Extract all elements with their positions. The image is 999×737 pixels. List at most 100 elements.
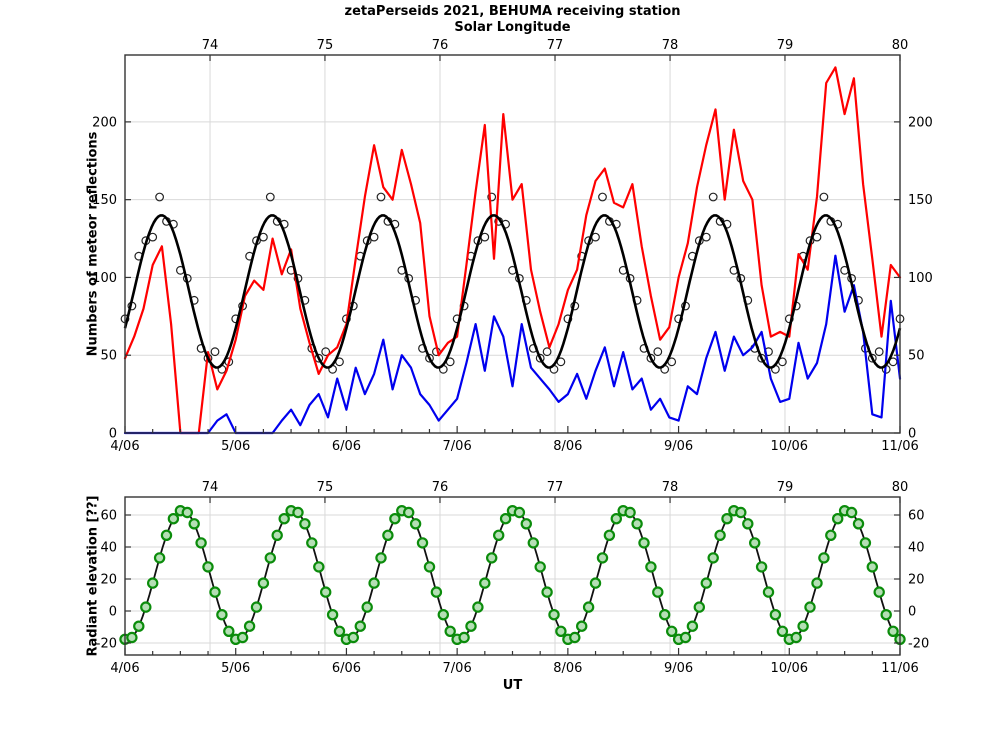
gridlines <box>125 55 900 433</box>
filled-circle <box>735 506 747 519</box>
tick-labels: 4/06 5/06 6/06 7/06 8/06 9/06 10/06 11/06 74 75 76… <box>92 38 933 454</box>
filled-circle <box>209 586 221 598</box>
open-circle <box>535 353 545 363</box>
chart-title: zetaPerseids 2021, BEHUMA receiving stat… <box>344 4 681 19</box>
filled-circle <box>140 601 152 613</box>
open-circle <box>867 353 877 363</box>
filled-circle <box>403 506 415 519</box>
filled-circle <box>569 631 581 644</box>
solar-longitude-tick-label: 79 <box>777 480 794 495</box>
filled-circle <box>742 518 754 530</box>
hourly-counts-open-circles <box>120 192 905 374</box>
filled-circle <box>153 552 166 564</box>
filled-circle <box>520 518 533 530</box>
day-tick-label: 9/06 <box>664 661 693 676</box>
filled-circle <box>243 620 256 632</box>
y-tick-label-right: 20 <box>908 573 925 588</box>
filled-circle <box>790 631 802 644</box>
filled-circle <box>755 561 768 573</box>
day-tick-label: 5/06 <box>221 661 250 676</box>
filled-circle <box>534 561 546 573</box>
radiant-elevation-green-markers <box>119 505 906 646</box>
solar-longitude-tick-label: 78 <box>662 38 679 53</box>
filled-circle <box>326 609 339 621</box>
solar-longitude-tick-label: 76 <box>432 38 449 53</box>
open-circle <box>784 314 794 324</box>
filled-circle <box>631 518 643 530</box>
open-circle <box>376 192 386 202</box>
filled-circle <box>306 537 318 549</box>
filled-circle <box>382 529 394 542</box>
y-tick-label-left: 0 <box>109 605 117 620</box>
filled-circle <box>313 561 325 573</box>
filled-circle <box>271 529 283 542</box>
filled-circle <box>797 620 809 632</box>
filled-circle <box>361 601 373 613</box>
solar-longitude-tick-label: 74 <box>202 480 219 495</box>
filled-circle <box>264 552 276 564</box>
filled-circle <box>375 552 387 564</box>
filled-circle <box>866 561 879 573</box>
solar-longitude-axis-title: Solar Longitude <box>454 20 571 35</box>
plot-meteor-counts: 4/06 5/06 6/06 7/06 8/06 9/06 10/06 11/06 74 75 76… <box>92 38 933 454</box>
filled-circle <box>880 609 892 621</box>
tick-labels: 4/06 5/06 6/06 7/06 8/06 9/06 10/06 11/06 74 75 76… <box>96 480 929 676</box>
day-tick-label: 9/06 <box>664 439 693 454</box>
filled-circle <box>458 631 470 644</box>
filled-circle <box>250 601 263 613</box>
day-tick-label: 10/06 <box>771 661 808 676</box>
filled-circle <box>679 631 692 644</box>
open-circle <box>653 347 663 357</box>
filled-circle <box>659 609 671 621</box>
solar-longitude-tick-label: 74 <box>202 38 219 53</box>
filled-circle <box>486 552 498 564</box>
solar-longitude-tick-label: 80 <box>892 480 909 495</box>
day-tick-label: 7/06 <box>443 661 472 676</box>
y-tick-label-left: 20 <box>100 573 117 588</box>
open-circle <box>819 192 829 202</box>
filled-circle <box>603 529 616 542</box>
filled-circle <box>437 609 449 621</box>
filled-circle <box>811 577 823 589</box>
filled-circle <box>368 577 380 589</box>
y-tick-label-right: -20 <box>908 637 929 652</box>
filled-circle <box>333 625 346 638</box>
filled-circle <box>216 609 228 621</box>
y-tick-label-left: -20 <box>96 637 117 652</box>
y-tick-label-left: 50 <box>100 349 117 364</box>
open-circle <box>708 192 718 202</box>
filled-circle <box>873 586 885 598</box>
filled-circle <box>666 625 678 638</box>
open-circle <box>210 347 220 357</box>
open-circle <box>598 192 607 202</box>
solar-longitude-tick-label: 75 <box>317 480 334 495</box>
filled-circle <box>845 506 858 519</box>
filled-circle <box>347 631 359 644</box>
open-circle <box>487 192 497 202</box>
day-tick-label: 11/06 <box>881 439 918 454</box>
filled-circle <box>582 601 595 613</box>
filled-circle <box>645 561 657 573</box>
y-tick-label-left: 150 <box>92 193 117 208</box>
sinusoidal-fit-black-line <box>123 214 902 369</box>
day-tick-label: 7/06 <box>443 439 472 454</box>
open-circle <box>646 353 656 363</box>
filled-circle <box>167 513 180 525</box>
open-circle <box>757 353 766 363</box>
filled-circle <box>181 506 193 519</box>
y-tick-label-right: 0 <box>908 605 916 620</box>
filled-circle <box>693 601 706 613</box>
filled-circle <box>610 513 623 525</box>
filled-circle <box>416 537 429 549</box>
filled-circle <box>444 625 456 638</box>
filled-circle <box>804 601 816 613</box>
filled-circle <box>320 586 332 598</box>
filled-circle <box>188 518 200 530</box>
y-tick-label-right: 60 <box>908 509 925 524</box>
radiant-elevation-black-line <box>124 509 901 641</box>
filled-circle <box>859 537 872 549</box>
filled-circle <box>721 513 733 525</box>
day-tick-label: 11/06 <box>881 661 918 676</box>
